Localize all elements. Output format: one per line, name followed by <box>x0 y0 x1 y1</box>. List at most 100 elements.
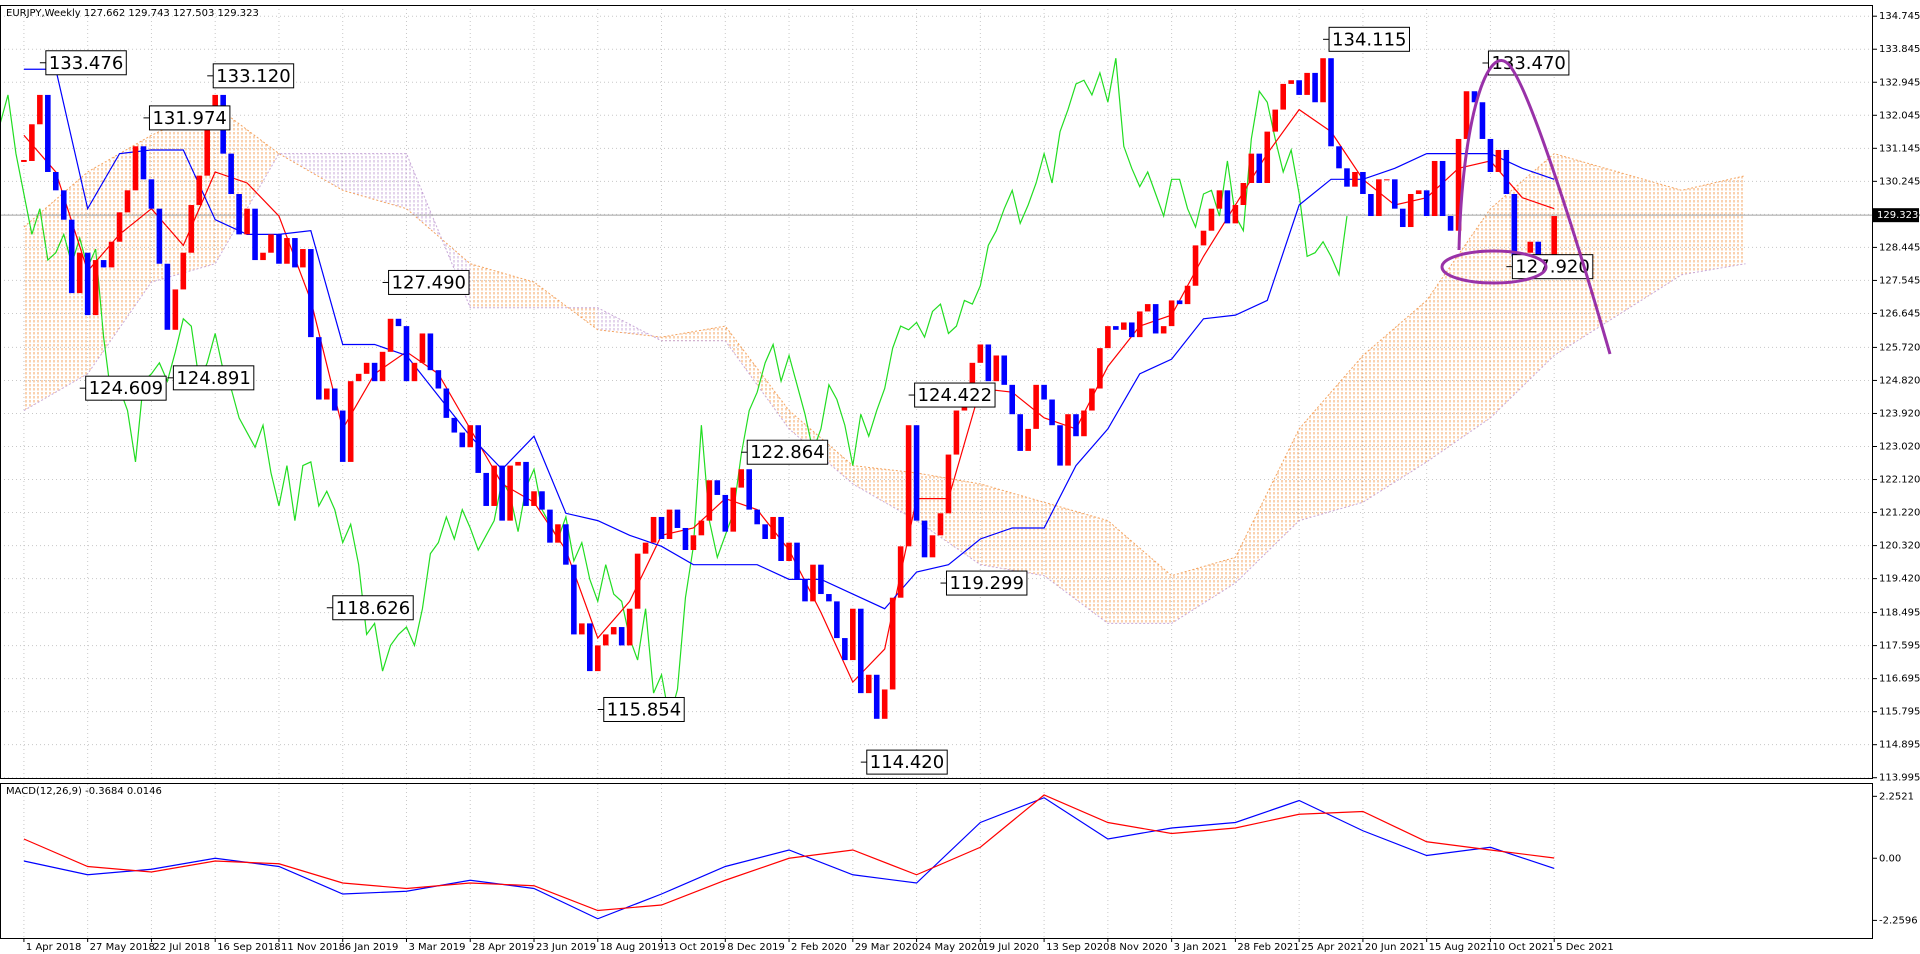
annotation-box <box>332 595 414 621</box>
candle-body <box>308 249 314 338</box>
candle-body <box>738 469 745 488</box>
candle-body <box>92 260 99 316</box>
candle-body <box>682 527 689 550</box>
annotation-box <box>388 269 470 295</box>
candle-body <box>164 263 171 330</box>
candle-body <box>1272 109 1279 132</box>
candle-body <box>1025 428 1031 451</box>
candle-body <box>794 542 800 580</box>
price-annotation: 114.420 <box>860 749 948 775</box>
candle-body <box>1065 414 1071 466</box>
y-tick-label: 119.420 <box>1879 574 1920 585</box>
candle-body <box>323 388 330 400</box>
candle-body <box>913 425 920 521</box>
candle-body <box>1033 384 1039 429</box>
candle-body <box>483 472 489 506</box>
candle-body <box>1232 205 1239 224</box>
candle-body <box>1224 190 1231 224</box>
x-tick-label: 3 Mar 2019 <box>408 942 465 953</box>
candle-body <box>1200 230 1207 246</box>
candle-body <box>132 146 139 191</box>
candle-body <box>626 608 633 646</box>
price-annotation: 133.476 <box>39 50 127 76</box>
candle-body <box>579 623 585 635</box>
candle-body <box>985 344 992 382</box>
candle-body <box>802 579 808 602</box>
y-tick-label: 125.720 <box>1879 342 1920 353</box>
candle-body <box>531 491 537 506</box>
candle-body <box>873 674 880 719</box>
candle-body <box>379 351 386 382</box>
candle-body <box>1280 83 1286 110</box>
candle-body <box>1073 414 1079 437</box>
candle-body <box>1288 80 1294 84</box>
candle-body <box>1208 208 1215 231</box>
x-tick-label: 22 Jul 2018 <box>153 942 210 953</box>
candle-body <box>969 362 976 393</box>
candle-body <box>1479 102 1486 139</box>
candle-body <box>387 318 394 352</box>
annotation-label: 133.470 <box>1491 53 1565 74</box>
candle-body <box>1376 179 1382 217</box>
y-tick-label: 134.745 <box>1879 11 1920 22</box>
y-tick-label: 113.995 <box>1879 773 1920 784</box>
candle-body <box>188 205 195 253</box>
candle-body <box>1049 399 1055 426</box>
candle-body <box>1184 285 1191 305</box>
candle-body <box>1128 322 1135 338</box>
annotation-label: 124.891 <box>176 368 250 389</box>
candle-body <box>865 674 872 694</box>
annotation-box <box>85 375 167 401</box>
candle-body <box>252 208 258 261</box>
candle-body <box>810 564 816 602</box>
last-price-label: 129.323 <box>1877 210 1918 221</box>
candle-body <box>563 524 569 565</box>
macd-panel <box>23 784 1555 938</box>
candle-body <box>937 513 944 536</box>
candle-body <box>1081 410 1087 437</box>
candle-body <box>594 645 601 672</box>
candle-body <box>403 326 410 382</box>
candle-body <box>435 370 442 389</box>
annotation-box <box>172 365 255 391</box>
candle-body <box>1535 241 1542 257</box>
candle-body <box>706 480 713 521</box>
candle-body <box>1001 355 1008 385</box>
price-annotation: 127.920 <box>1506 254 1594 280</box>
candle-body <box>355 373 362 382</box>
candle-body <box>108 241 115 268</box>
y-tick-label: 133.845 <box>1879 44 1920 55</box>
annotation-label: 119.299 <box>949 573 1023 594</box>
candle-body <box>834 601 840 639</box>
annotation-label: 115.854 <box>607 699 681 720</box>
price-annotation: 133.120 <box>207 63 295 89</box>
y-tick-label: 120.320 <box>1879 541 1920 552</box>
x-tick-label: 28 Apr 2019 <box>472 942 534 953</box>
candle-body <box>634 553 641 609</box>
candle-body <box>746 469 752 510</box>
x-tick-label: 15 Aug 2021 <box>1429 942 1493 953</box>
y-tick-label: 121.220 <box>1879 508 1920 519</box>
candle-body <box>427 333 434 371</box>
candle-body <box>1455 138 1462 231</box>
x-tick-label: 13 Oct 2019 <box>664 942 726 953</box>
y-tick-label: 128.445 <box>1879 242 1920 253</box>
candle-body <box>1527 241 1534 253</box>
price-annotation: 134.115 <box>1323 26 1410 52</box>
candle-body <box>1216 190 1223 209</box>
candle-body <box>1344 168 1350 187</box>
ichimoku-cloud <box>1617 171 1682 316</box>
candle-body <box>1391 179 1398 209</box>
annotation-box <box>1487 50 1570 76</box>
chart-title: EURJPY,Weekly 127.662 129.743 127.503 12… <box>6 8 259 19</box>
candle-body <box>881 689 888 719</box>
macd-main-line <box>23 797 1555 920</box>
candle-body <box>953 410 960 455</box>
annotation-label: 118.626 <box>336 598 410 619</box>
candle-body <box>515 461 521 466</box>
price-annotation: 115.854 <box>597 696 685 722</box>
candle-body <box>826 594 832 602</box>
candle-body <box>371 362 378 382</box>
annotation-box <box>603 696 685 722</box>
